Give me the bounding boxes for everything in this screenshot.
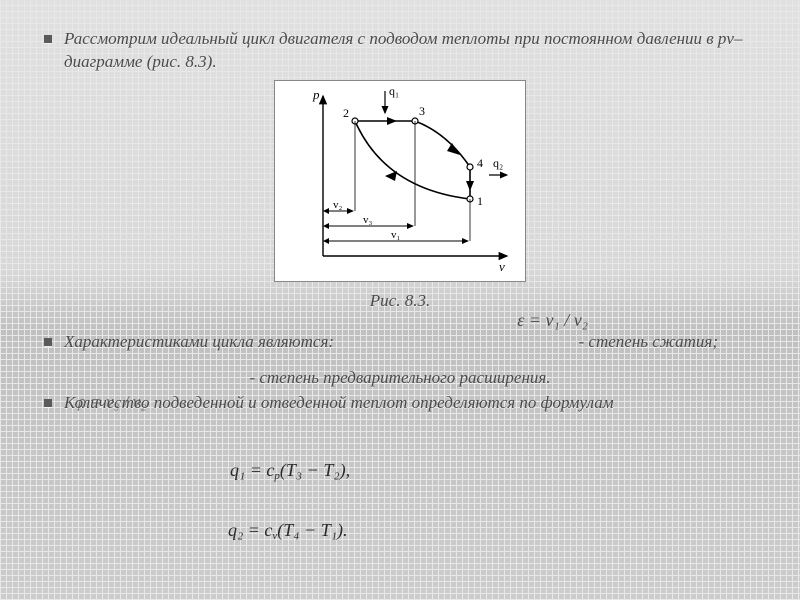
- bullet-2-right: - степень сжатия;: [579, 331, 719, 354]
- sub-line-expansion: - степень предварительного расширения.: [42, 368, 758, 388]
- axis-p-label: p: [312, 87, 320, 102]
- bullet-2-left: Характеристиками цикла являются:: [64, 331, 334, 354]
- figure-container: p v q₁ q₂: [42, 80, 758, 282]
- axis-v-label: v: [499, 259, 505, 274]
- pt2: 2: [343, 106, 349, 120]
- pv-diagram: p v q₁ q₂: [274, 80, 526, 282]
- bullet-3: Количество подведенной и отведенной тепл…: [42, 392, 758, 415]
- bullet-2: Характеристиками цикла являются: - степе…: [42, 331, 758, 354]
- pt1: 1: [477, 194, 483, 208]
- v3-label: v₃: [363, 214, 373, 226]
- q2-label: q₂: [493, 156, 503, 170]
- epsilon-formula: ε = v₁ / v₂: [42, 310, 758, 331]
- pt3: 3: [419, 104, 425, 118]
- q2-formula: q₂ = cv(T₄ − T₁).: [228, 520, 347, 542]
- pt4: 4: [477, 156, 483, 170]
- bullet-1: Рассмотрим идеальный цикл двигателя с по…: [42, 28, 758, 74]
- v1-label: v₁: [391, 229, 401, 241]
- figure-caption: Рис. 8.3.: [42, 290, 758, 312]
- v2-label: v₂: [333, 199, 343, 211]
- q1-label: q₁: [389, 84, 399, 98]
- pv-svg: p v q₁ q₂: [275, 81, 525, 281]
- q1-formula: q₁ = cp(T₃ − T₂),: [230, 460, 350, 482]
